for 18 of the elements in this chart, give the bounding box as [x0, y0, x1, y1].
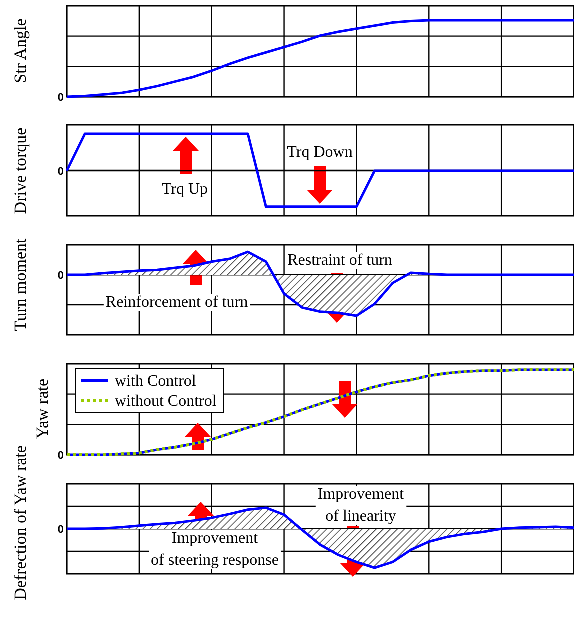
y-axis-title: Drive torque	[11, 128, 30, 214]
text: 0	[58, 92, 64, 104]
annotation: Reinforcement of turn	[106, 294, 248, 311]
annotation: Trq Up	[162, 181, 208, 198]
annotation: Improvement of linearity	[318, 486, 405, 525]
text: 0	[58, 524, 64, 536]
y-axis-title: Turn moment	[11, 238, 30, 332]
text: 0	[58, 166, 64, 178]
annotation: Trq Down	[287, 144, 353, 161]
annotation: Improvement of steering response	[151, 530, 279, 569]
y-axis-title: Str Angle	[11, 18, 30, 84]
annotation: Restraint of turn	[288, 252, 392, 269]
legend-label: without Control	[115, 393, 218, 410]
legend-label: with Control	[115, 373, 197, 390]
y-axis-title: Yaw rate	[33, 378, 52, 440]
y-axis-title: Defrection of Yaw rate	[11, 446, 30, 600]
text: 0	[58, 270, 64, 282]
text: 0	[58, 450, 64, 462]
